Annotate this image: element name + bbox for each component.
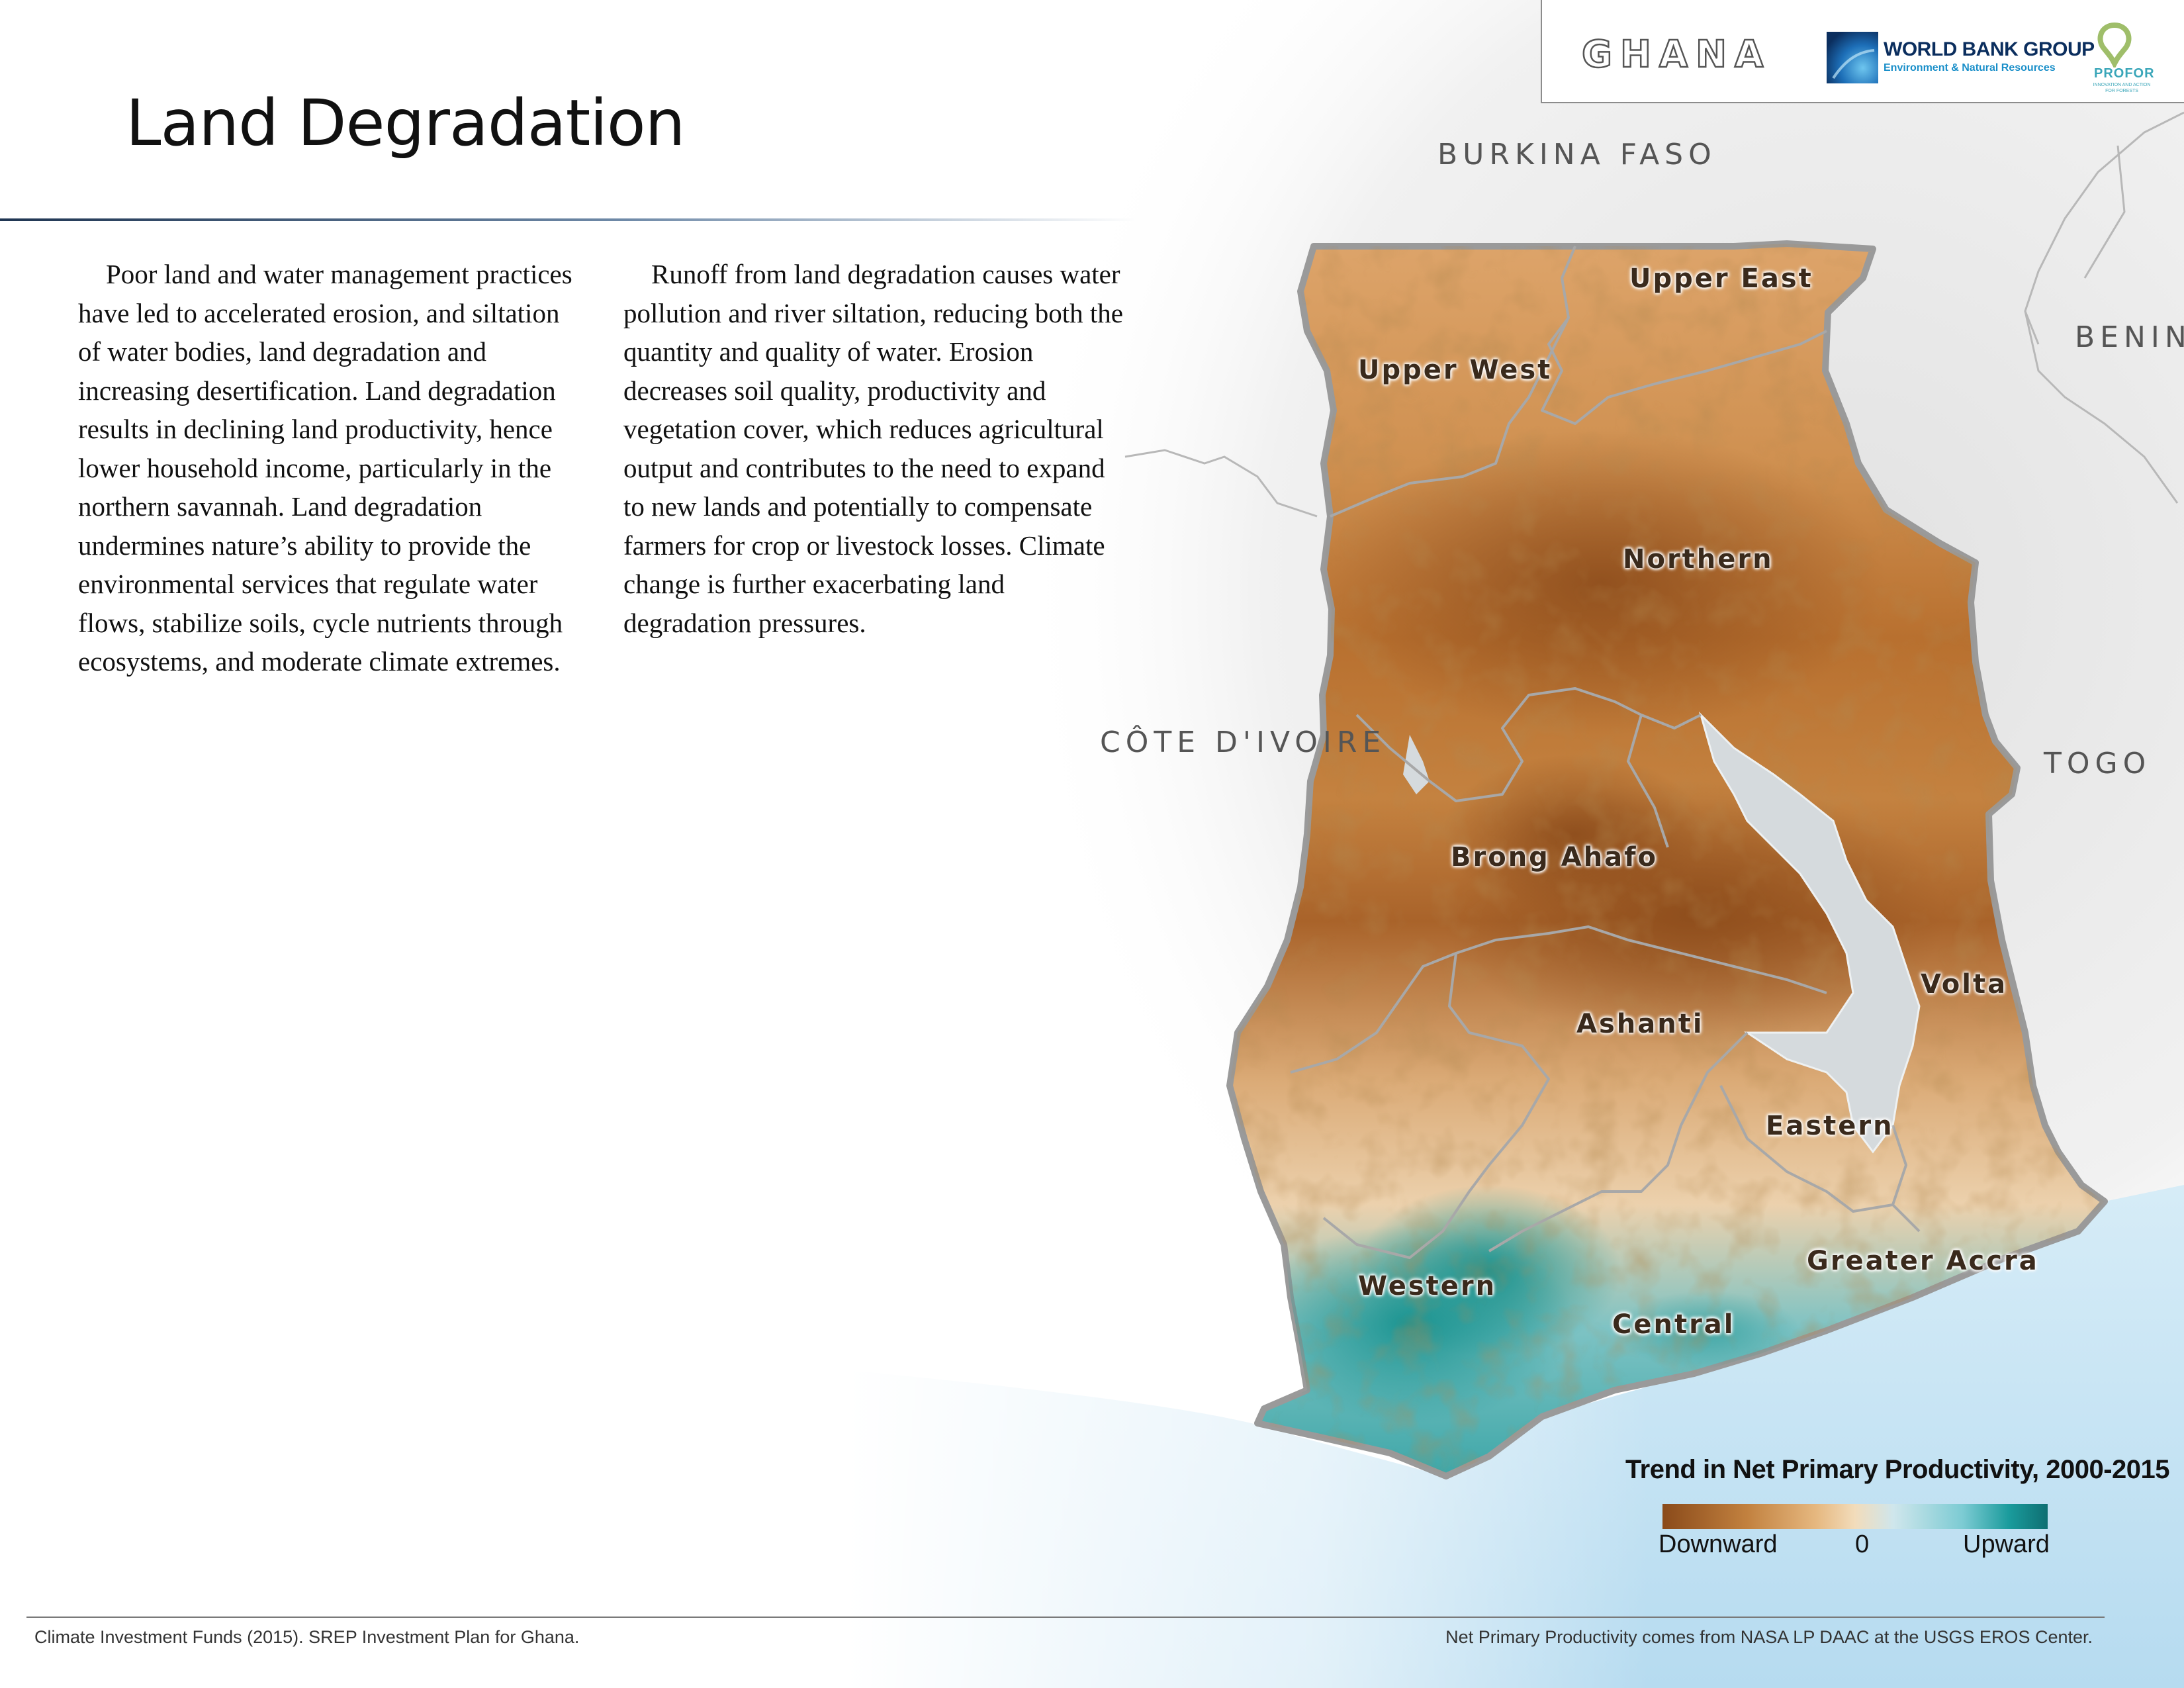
legend-title: Trend in Net Primary Productivity, 2000-… xyxy=(1625,1455,2170,1484)
label-togo: TOGO xyxy=(2044,747,2152,780)
label-benin: BENIN xyxy=(2075,320,2184,354)
header-panel: GHANA WORLD BANK GROUP Environment & Nat… xyxy=(1541,0,2184,103)
region-volta: Volta xyxy=(1921,969,2008,1000)
region-eastern: Eastern xyxy=(1766,1111,1894,1141)
profor-leaf-icon xyxy=(2097,22,2132,68)
label-burkina-faso: BURKINA FASO xyxy=(1437,138,1717,171)
region-greater-accra: Greater Accra xyxy=(1807,1246,2039,1276)
world-bank-name: WORLD BANK GROUP xyxy=(1884,38,2095,60)
region-upper-west: Upper West xyxy=(1358,355,1553,385)
world-bank-globe-icon xyxy=(1827,32,1878,83)
legend-label-zero: 0 xyxy=(1855,1530,1870,1558)
title-divider xyxy=(0,218,1138,221)
footer-divider xyxy=(26,1617,2105,1618)
paragraph-right: Runoff from land degradation causes wate… xyxy=(623,255,1126,642)
region-brong-ahafo: Brong Ahafo xyxy=(1451,842,1659,872)
region-western: Western xyxy=(1358,1271,1497,1301)
world-bank-subtitle: Environment & Natural Resources xyxy=(1884,62,2056,73)
region-northern: Northern xyxy=(1623,544,1774,575)
paragraph-left-text: Poor land and water management practices… xyxy=(78,259,572,677)
legend-label-upward: Upward xyxy=(1963,1530,2050,1558)
legend-label-downward: Downward xyxy=(1659,1530,1778,1558)
country-title: GHANA xyxy=(1581,32,1772,77)
region-ashanti: Ashanti xyxy=(1576,1009,1704,1039)
paragraph-right-text: Runoff from land degradation causes wate… xyxy=(623,259,1123,638)
region-upper-east: Upper East xyxy=(1629,263,1813,294)
legend-color-ramp xyxy=(1662,1504,2048,1529)
page-title: Land Degradation xyxy=(126,86,685,160)
paragraph-left: Poor land and water management practices… xyxy=(78,255,581,681)
ghana-map xyxy=(1226,240,2108,1479)
profor-tagline: INNOVATION AND ACTION FOR FORESTS xyxy=(2093,83,2151,93)
profor-name: PROFOR xyxy=(2094,66,2155,81)
footer-source-left: Climate Investment Funds (2015). SREP In… xyxy=(34,1627,580,1647)
footer-source-right: Net Primary Productivity comes from NASA… xyxy=(1445,1627,2093,1647)
region-central: Central xyxy=(1612,1309,1735,1340)
label-cote-divoire: CÔTE D'IVOIRE xyxy=(1100,726,1387,759)
